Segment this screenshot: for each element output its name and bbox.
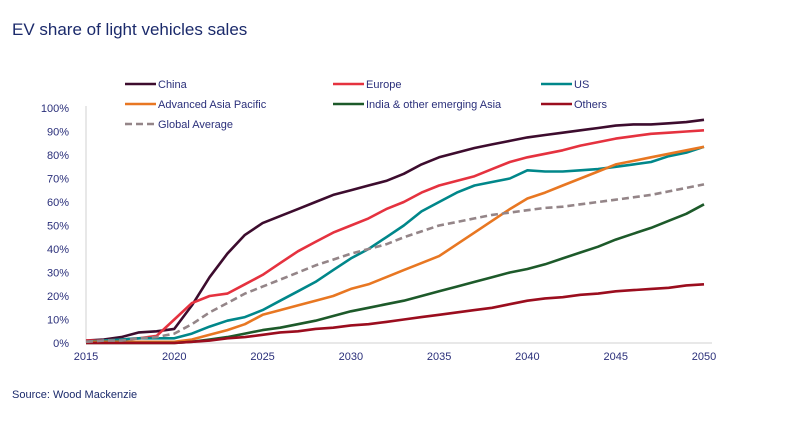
x-tick-label: 2015 [74, 351, 98, 363]
x-tick-label: 2050 [692, 351, 716, 363]
series-line-us [85, 145, 705, 344]
y-tick-label: 80% [47, 150, 69, 162]
y-tick-label: 20% [47, 291, 69, 303]
y-tick-label: 60% [47, 197, 69, 209]
series-line-others [86, 283, 705, 345]
legend-label: US [574, 79, 589, 91]
series-line-advanced-asia-pacific [86, 145, 705, 344]
legend-label: Europe [366, 79, 401, 91]
y-tick-label: 30% [47, 268, 69, 280]
x-tick-label: 2030 [339, 351, 363, 363]
legend-label: Global Average [158, 119, 233, 131]
y-tick-label: 10% [47, 315, 69, 327]
legend-label: Advanced Asia Pacific [158, 99, 267, 111]
series-line-europe [86, 129, 705, 342]
x-tick-label: 2040 [515, 351, 539, 363]
x-tick-label: 2025 [250, 351, 274, 363]
y-tick-label: 90% [47, 127, 69, 139]
legend-label: China [158, 79, 188, 91]
x-tick-label: 2045 [603, 351, 627, 363]
source-note: Source: Wood Mackenzie [12, 389, 138, 401]
series-line-global-average [85, 183, 705, 344]
y-tick-label: 100% [41, 103, 69, 115]
legend-label: India & other emerging Asia [366, 99, 502, 111]
x-tick-label: 2035 [427, 351, 451, 363]
y-tick-label: 40% [47, 244, 69, 256]
y-tick-label: 0% [53, 338, 69, 350]
y-tick-label: 50% [47, 221, 69, 233]
y-tick-label: 70% [47, 174, 69, 186]
x-tick-label: 2020 [162, 351, 186, 363]
chart-title: EV share of light vehicles sales [12, 20, 248, 39]
legend-label: Others [574, 99, 608, 111]
series-line-china [85, 118, 705, 342]
